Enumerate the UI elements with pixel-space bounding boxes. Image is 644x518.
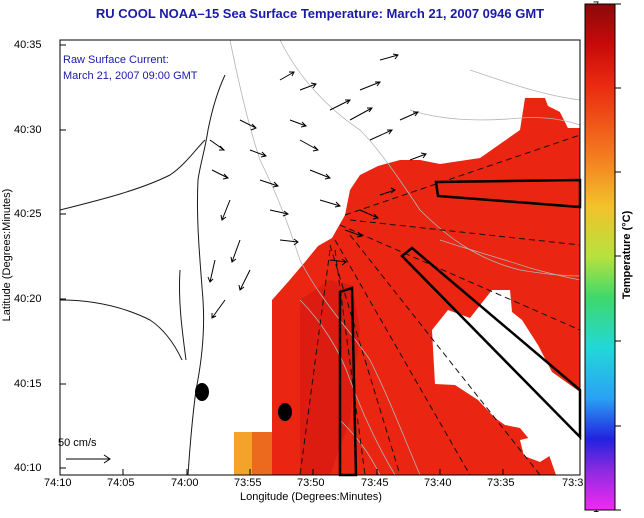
current-time: March 21, 2007 09:00 GMT [63, 70, 198, 82]
current-arrow [359, 209, 380, 220]
x-tick-label: 74:05 [107, 477, 135, 489]
contour-line [299, 299, 396, 476]
x-tick-label: 73:45 [361, 477, 389, 489]
contour-line [469, 69, 581, 101]
surface-current-vectors [66, 53, 427, 464]
x-tick-label: 73:3 [562, 477, 584, 489]
sst-field [234, 98, 580, 475]
y-tick-label: 40:25 [14, 208, 42, 220]
current-arrow [239, 119, 257, 131]
contour-line [409, 109, 581, 126]
x-tick-label: 74:00 [171, 477, 199, 489]
y-tick-label: 40:10 [14, 462, 42, 474]
current-arrow [289, 119, 308, 128]
coastline [59, 74, 226, 476]
x-tick-label: 73:50 [297, 477, 325, 489]
current-arrow [279, 71, 295, 81]
no-data-region [432, 290, 580, 475]
transect-line [334, 249, 366, 476]
sst-darker-tongue [300, 280, 360, 475]
current-arrow [230, 239, 241, 263]
x-tick-label: 73:35 [487, 477, 515, 489]
colorbar-tick-mark [615, 3, 621, 511]
current-arrow [238, 269, 251, 291]
current-arrow [259, 179, 280, 188]
map-frame [59, 39, 581, 476]
x-tick-mark [59, 469, 504, 475]
transect-line [349, 234, 541, 476]
current-arrow [279, 238, 299, 246]
contour-line [439, 239, 581, 281]
current-arrow [269, 209, 290, 217]
shoreline [187, 179, 205, 476]
x-axis-title: Longitude (Degrees:Minutes) [240, 491, 382, 503]
current-arrow [379, 53, 399, 61]
current-arrow [379, 187, 396, 196]
transect-line [334, 239, 471, 476]
current-arrow [299, 82, 317, 91]
shore-detail [59, 139, 206, 211]
transect-line [329, 244, 401, 476]
transect-lines [299, 134, 581, 476]
y-tick-label: 40:35 [14, 39, 42, 51]
shore-detail [59, 299, 183, 361]
current-arrow [220, 199, 231, 221]
axis-tick-marks [59, 44, 504, 475]
current-arrow [299, 139, 320, 152]
y-tick-label: 40:30 [14, 124, 42, 136]
scale-arrow [66, 454, 111, 464]
current-arrow [211, 299, 226, 319]
current-arrow [329, 258, 347, 266]
station-marker [278, 403, 292, 421]
contour-line [229, 39, 421, 476]
current-label: Raw Surface Current: [63, 54, 169, 66]
station-marker [195, 383, 209, 401]
bathymetry-contours [229, 39, 581, 476]
shoreline-inner [178, 269, 187, 361]
shore-detail [197, 74, 226, 181]
current-arrow [349, 107, 373, 121]
current-arrow [359, 81, 381, 91]
y-tick-mark [60, 44, 66, 469]
y-tick-label: 40:20 [14, 293, 42, 305]
current-arrow [369, 129, 393, 141]
current-arrow [399, 111, 419, 121]
chart-title: RU COOL NOAA–15 Sea Surface Temperature:… [95, 6, 545, 21]
current-arrow [329, 99, 351, 111]
colorbar-ticks [615, 3, 621, 511]
transect-line [299, 249, 331, 476]
transect-line [339, 224, 581, 331]
transect-line [349, 219, 581, 246]
current-arrow [249, 149, 268, 158]
current-arrow [211, 169, 230, 180]
x-tick-label: 73:55 [234, 477, 262, 489]
contour-line [279, 39, 581, 277]
current-arrow [309, 169, 332, 180]
no-data-region-top [560, 112, 580, 128]
current-scale-label: 50 cm/s [58, 437, 97, 449]
sst-orange-patch-inner [252, 432, 272, 475]
current-arrow [409, 152, 427, 161]
colorbar [584, 3, 616, 511]
current-arrow [207, 259, 216, 283]
current-arrow [209, 139, 226, 151]
x-tick-label: 74:10 [44, 477, 72, 489]
transect-line [344, 134, 581, 216]
x-tick-label: 73:40 [424, 477, 452, 489]
current-arrow [319, 199, 342, 208]
y-tick-label: 40:15 [14, 378, 42, 390]
no-data-region-small [520, 434, 556, 462]
